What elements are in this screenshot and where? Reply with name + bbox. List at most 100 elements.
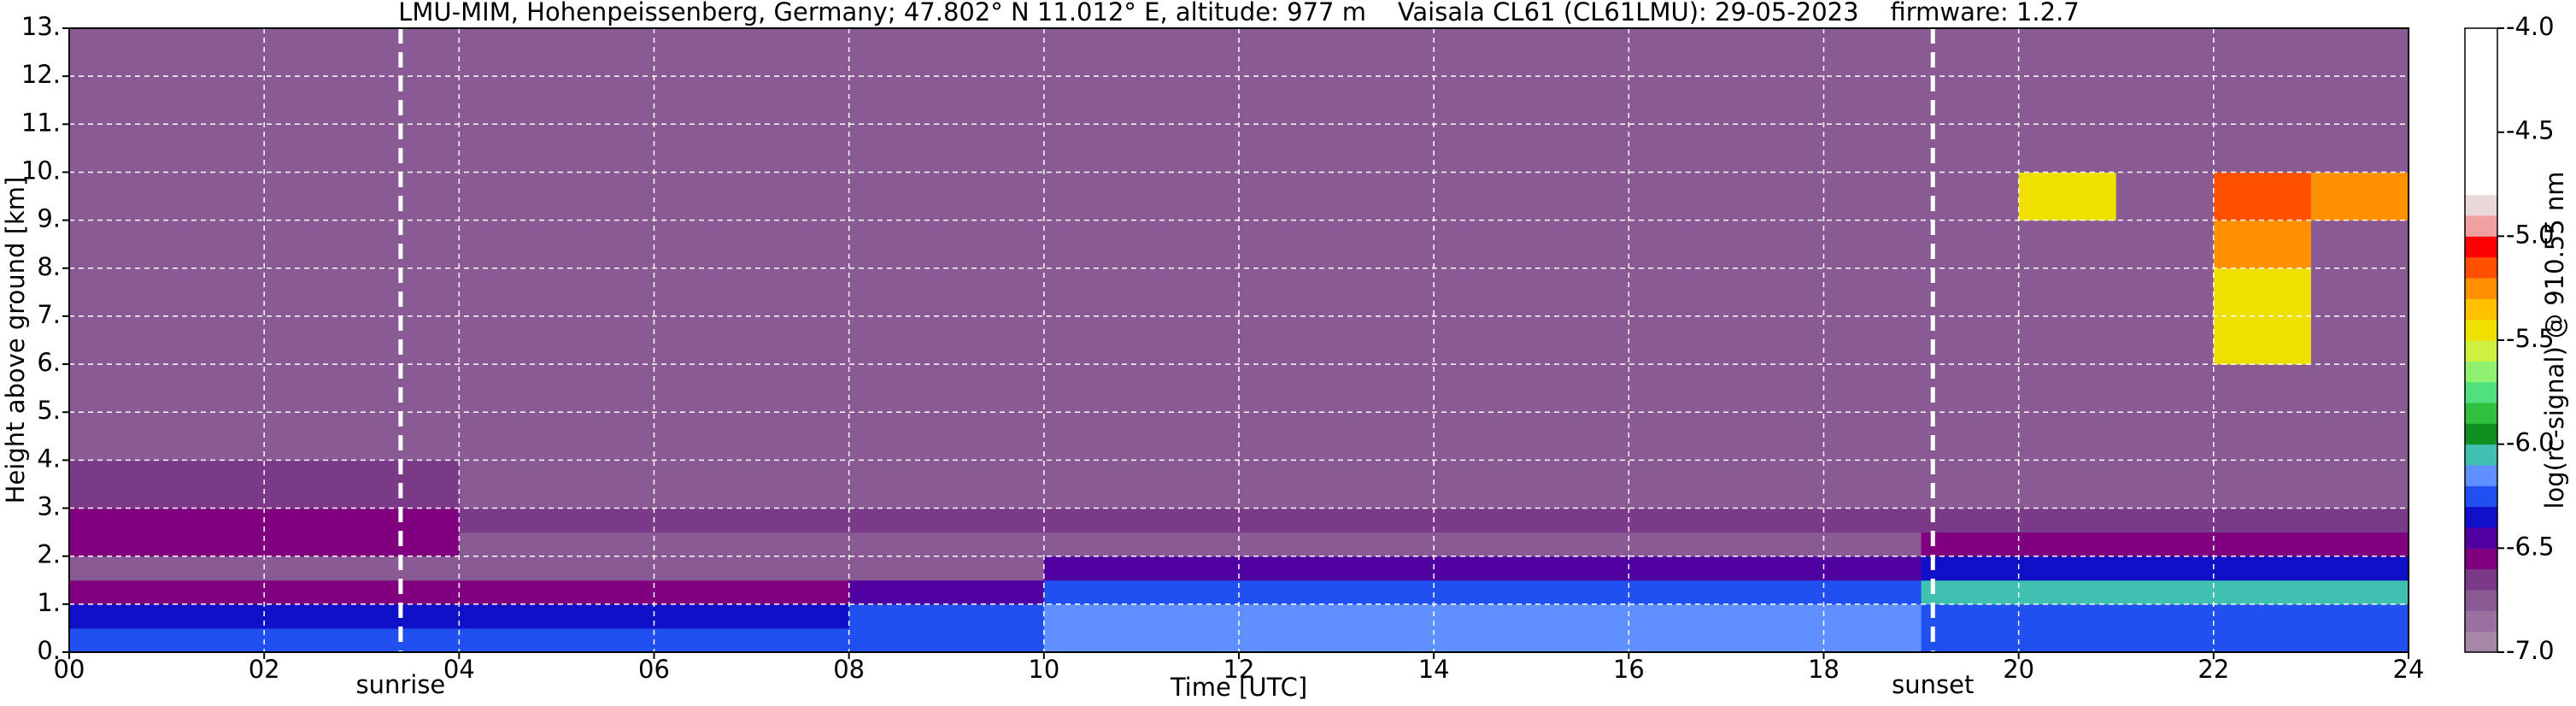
heatmap-cell bbox=[1823, 532, 1922, 557]
heatmap-cell bbox=[2310, 532, 2409, 557]
heatmap-cell bbox=[459, 627, 557, 653]
heatmap-cell bbox=[848, 603, 948, 629]
heatmap-cell bbox=[848, 508, 948, 533]
heatmap-cell bbox=[946, 508, 1045, 533]
colorbar-segment bbox=[2465, 298, 2497, 321]
x-tick-label: 14 bbox=[1418, 655, 1450, 684]
heatmap-cell bbox=[459, 508, 557, 533]
heatmap-cell bbox=[556, 28, 654, 173]
heatmap-cell bbox=[1726, 556, 1824, 581]
colorbar-segment bbox=[2465, 423, 2497, 445]
heatmap-cell bbox=[1141, 460, 1240, 509]
heatmap-cell bbox=[946, 580, 1045, 605]
heatmap-cell bbox=[264, 460, 362, 509]
colorbar-tick-label: -4.0 bbox=[2506, 12, 2555, 41]
heatmap-cell bbox=[1823, 28, 1922, 173]
colorbar-label: log(rc-signal) @ 910.55 nm bbox=[2540, 171, 2569, 509]
x-tick-label: 16 bbox=[1613, 655, 1645, 684]
heatmap-cell bbox=[946, 603, 1045, 629]
heatmap-cell bbox=[361, 627, 460, 653]
heatmap-cell bbox=[1336, 172, 1435, 221]
heatmap-cell bbox=[1823, 556, 1922, 581]
heatmap-cell bbox=[361, 508, 460, 533]
heatmap-cell bbox=[1628, 508, 1727, 533]
heatmap-cell bbox=[556, 508, 654, 533]
heatmap-cell bbox=[556, 172, 654, 221]
heatmap-cell bbox=[2018, 603, 2117, 629]
heatmap-cell bbox=[1434, 28, 1532, 173]
heatmap-cell bbox=[946, 532, 1045, 557]
heatmap-cell bbox=[2018, 28, 2117, 173]
colorbar-tick-label: -4.5 bbox=[2506, 116, 2555, 145]
heatmap-cell bbox=[1823, 460, 1922, 509]
colorbar-segment bbox=[2465, 132, 2497, 154]
heatmap-cell bbox=[1921, 220, 2020, 269]
heatmap-cell bbox=[1628, 556, 1727, 581]
heatmap-cell bbox=[1239, 508, 1337, 533]
heatmap-cell bbox=[751, 603, 850, 629]
heatmap-cell bbox=[459, 580, 557, 605]
heatmap-cell bbox=[167, 28, 265, 173]
heatmap-cell bbox=[2018, 556, 2117, 581]
heatmap-cell bbox=[1239, 627, 1337, 653]
heatmap-cell bbox=[946, 172, 1045, 221]
heatmap-cell bbox=[1726, 460, 1824, 509]
heatmap-cell bbox=[1921, 627, 2020, 653]
heatmap-cell bbox=[1531, 28, 1629, 173]
heatmap-cell bbox=[1921, 172, 2020, 221]
heatmap-cell bbox=[1921, 556, 2020, 581]
x-tick-label: 02 bbox=[249, 655, 280, 684]
heatmap-cell bbox=[1823, 603, 1922, 629]
heatmap-cell bbox=[361, 28, 460, 173]
y-tick-label: 11. bbox=[21, 108, 61, 137]
heatmap-cell bbox=[2018, 220, 2117, 269]
heatmap-cell bbox=[1726, 532, 1824, 557]
heatmap-cell bbox=[654, 172, 753, 221]
heatmap-cell bbox=[556, 460, 654, 509]
heatmap-cell bbox=[848, 580, 948, 605]
colorbar-tick-label: -6.0 bbox=[2506, 428, 2555, 457]
heatmap-cell bbox=[1628, 28, 1727, 173]
heatmap-cell bbox=[459, 172, 557, 221]
heatmap-cell bbox=[1726, 627, 1824, 653]
heatmap-cell bbox=[361, 460, 460, 509]
y-tick-label: 4. bbox=[37, 444, 61, 473]
heatmap-cell bbox=[459, 603, 557, 629]
heatmap-cell bbox=[2213, 627, 2312, 653]
x-tick-label: 04 bbox=[443, 655, 475, 684]
colorbar-tick-label: -5.5 bbox=[2506, 324, 2555, 353]
heatmap-cell bbox=[556, 580, 654, 605]
heatmap-cell bbox=[1239, 580, 1337, 605]
x-tick-label: 06 bbox=[638, 655, 670, 684]
x-tick-label: 22 bbox=[2198, 655, 2229, 684]
heatmap-cell bbox=[654, 28, 753, 173]
heatmap-cell bbox=[1628, 627, 1727, 653]
heatmap-cell bbox=[1726, 508, 1824, 533]
colorbar-segment bbox=[2465, 590, 2497, 611]
chart-title: LMU-MIM, Hohenpeissenberg, Germany; 47.8… bbox=[398, 0, 2080, 26]
heatmap-cell bbox=[1336, 28, 1435, 173]
colorbar-segment bbox=[2465, 236, 2497, 258]
heatmap-cell bbox=[1531, 220, 1629, 269]
heatmap-cell bbox=[1531, 603, 1629, 629]
heatmap-cell bbox=[1043, 603, 1142, 629]
heatmap-cell bbox=[167, 508, 265, 533]
heatmap-cell bbox=[1336, 532, 1435, 557]
annotation-label: sunset bbox=[1892, 670, 1974, 699]
heatmap-cell bbox=[1726, 580, 1824, 605]
heatmap-cell bbox=[751, 220, 850, 269]
colorbar-segment bbox=[2465, 506, 2497, 528]
heatmap-cell bbox=[1239, 460, 1337, 509]
colorbar-segment bbox=[2465, 256, 2497, 279]
y-tick-label: 12. bbox=[21, 60, 61, 89]
heatmap-cell bbox=[1141, 580, 1240, 605]
heatmap-cell bbox=[1823, 627, 1922, 653]
heatmap-cell bbox=[848, 172, 948, 221]
y-tick-label: 13. bbox=[21, 12, 61, 41]
heatmap-cell bbox=[751, 627, 850, 653]
x-tick-label: 18 bbox=[1808, 655, 1840, 684]
heatmap-cell bbox=[848, 556, 948, 581]
heatmap-cell bbox=[1531, 556, 1629, 581]
heatmap-cell bbox=[654, 556, 753, 581]
y-tick-label: 8. bbox=[37, 252, 61, 281]
